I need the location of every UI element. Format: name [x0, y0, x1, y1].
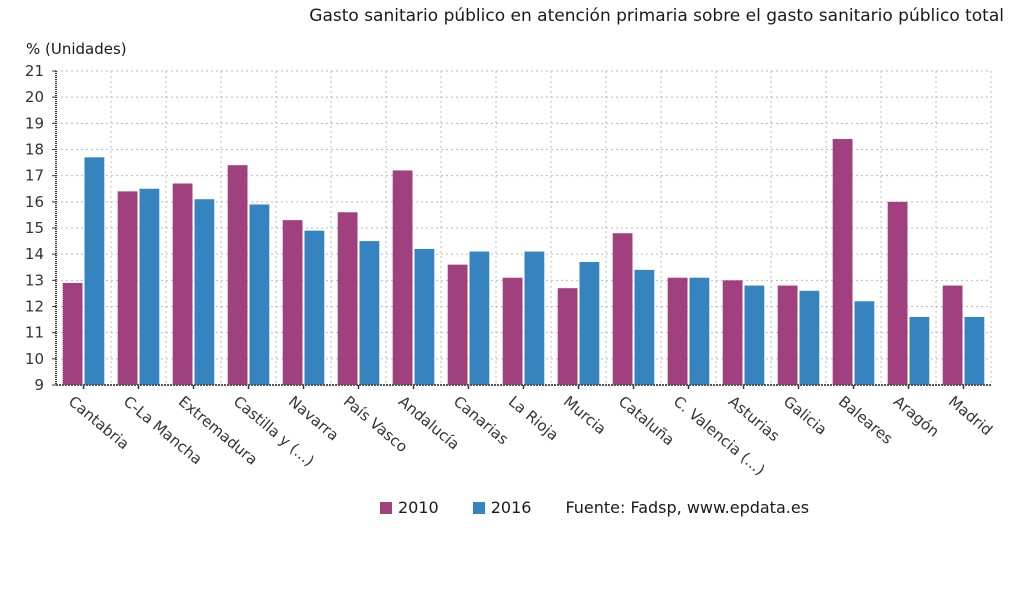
bar-2010-0 — [62, 282, 83, 385]
bar-2010-13 — [777, 285, 798, 385]
bar-2016-3 — [249, 204, 270, 385]
bar-2016-0 — [84, 157, 105, 385]
bar-2010-3 — [227, 165, 248, 385]
legend-swatch-2016 — [472, 501, 485, 514]
chart-title: Gasto sanitario público en atención prim… — [309, 6, 1004, 26]
bar-2010-16 — [942, 285, 963, 385]
bar-2010-1 — [117, 191, 138, 385]
bar-2010-7 — [447, 264, 468, 385]
source-note: Fuente: Fadsp, www.epdata.es — [565, 498, 810, 517]
legend-label-2016: 2016 — [490, 498, 532, 517]
x-tick-label: Murcia — [560, 392, 610, 438]
bar-2016-1 — [139, 188, 160, 385]
bar-2016-9 — [579, 262, 600, 385]
x-tick-label: Cantabria — [65, 392, 133, 453]
bar-2016-2 — [194, 199, 215, 385]
axes — [52, 70, 991, 389]
y-tick-label: 19 — [25, 114, 44, 132]
y-tick-label: 18 — [25, 141, 44, 159]
bars — [62, 139, 985, 385]
y-tick-labels: 9 10 11 12 13 14 15 16 17 18 19 20 21 — [25, 62, 44, 394]
bar-2016-16 — [964, 316, 985, 385]
legend-swatch-2010 — [380, 501, 392, 514]
bar-2010-11 — [667, 277, 688, 385]
x-tick-label: Aragón — [890, 392, 943, 440]
y-tick-label: 11 — [25, 324, 44, 342]
bar-2016-8 — [524, 251, 545, 385]
bar-2016-7 — [469, 251, 490, 385]
y-tick-label: 15 — [25, 219, 44, 237]
bar-2010-4 — [282, 220, 303, 385]
bar-2016-15 — [909, 316, 930, 385]
y-tick-label: 14 — [25, 245, 44, 263]
y-tick-label: 17 — [25, 167, 44, 185]
bar-2010-8 — [502, 277, 523, 385]
bar-2010-14 — [832, 139, 853, 385]
x-tick-label: Cataluña — [615, 392, 678, 449]
y-tick-label: 20 — [25, 88, 44, 106]
legend-label-2010: 2010 — [398, 498, 439, 517]
bar-2016-11 — [689, 277, 710, 385]
bar-2010-5 — [337, 212, 358, 385]
y-tick-label: 16 — [25, 193, 44, 211]
bar-2016-10 — [634, 269, 655, 385]
bar-2010-10 — [612, 233, 633, 385]
bar-2016-14 — [854, 301, 875, 385]
bar-2016-12 — [744, 285, 765, 385]
x-tick-label: Madrid — [945, 392, 996, 439]
bar-2010-6 — [392, 170, 413, 385]
bar-2016-4 — [304, 230, 325, 385]
bar-2010-12 — [722, 280, 743, 385]
x-tick-label: C. Valencia (...) — [670, 392, 769, 479]
x-tick-label: Galicia — [780, 392, 830, 438]
legend-item-2016: 2016 — [472, 498, 532, 517]
bar-2010-9 — [557, 288, 578, 385]
x-tick-label: La Rioja — [505, 392, 562, 444]
y-tick-label: 13 — [25, 271, 44, 289]
bar-2016-5 — [359, 241, 380, 385]
legend: 2010 2016 Fuente: Fadsp, www.epdata.es — [380, 498, 809, 517]
y-axis-label: % (Unidades) — [26, 40, 127, 58]
bar-2016-6 — [414, 248, 435, 385]
bar-2010-15 — [887, 201, 908, 385]
bar-2010-2 — [172, 183, 193, 385]
y-tick-label: 9 — [34, 376, 44, 394]
y-tick-label: 12 — [25, 298, 44, 316]
bar-2016-13 — [799, 290, 820, 385]
x-tick-label: Baleares — [835, 392, 896, 448]
y-tick-label: 10 — [25, 350, 44, 368]
legend-item-2010: 2010 — [380, 498, 439, 517]
y-tick-label: 21 — [25, 62, 44, 80]
